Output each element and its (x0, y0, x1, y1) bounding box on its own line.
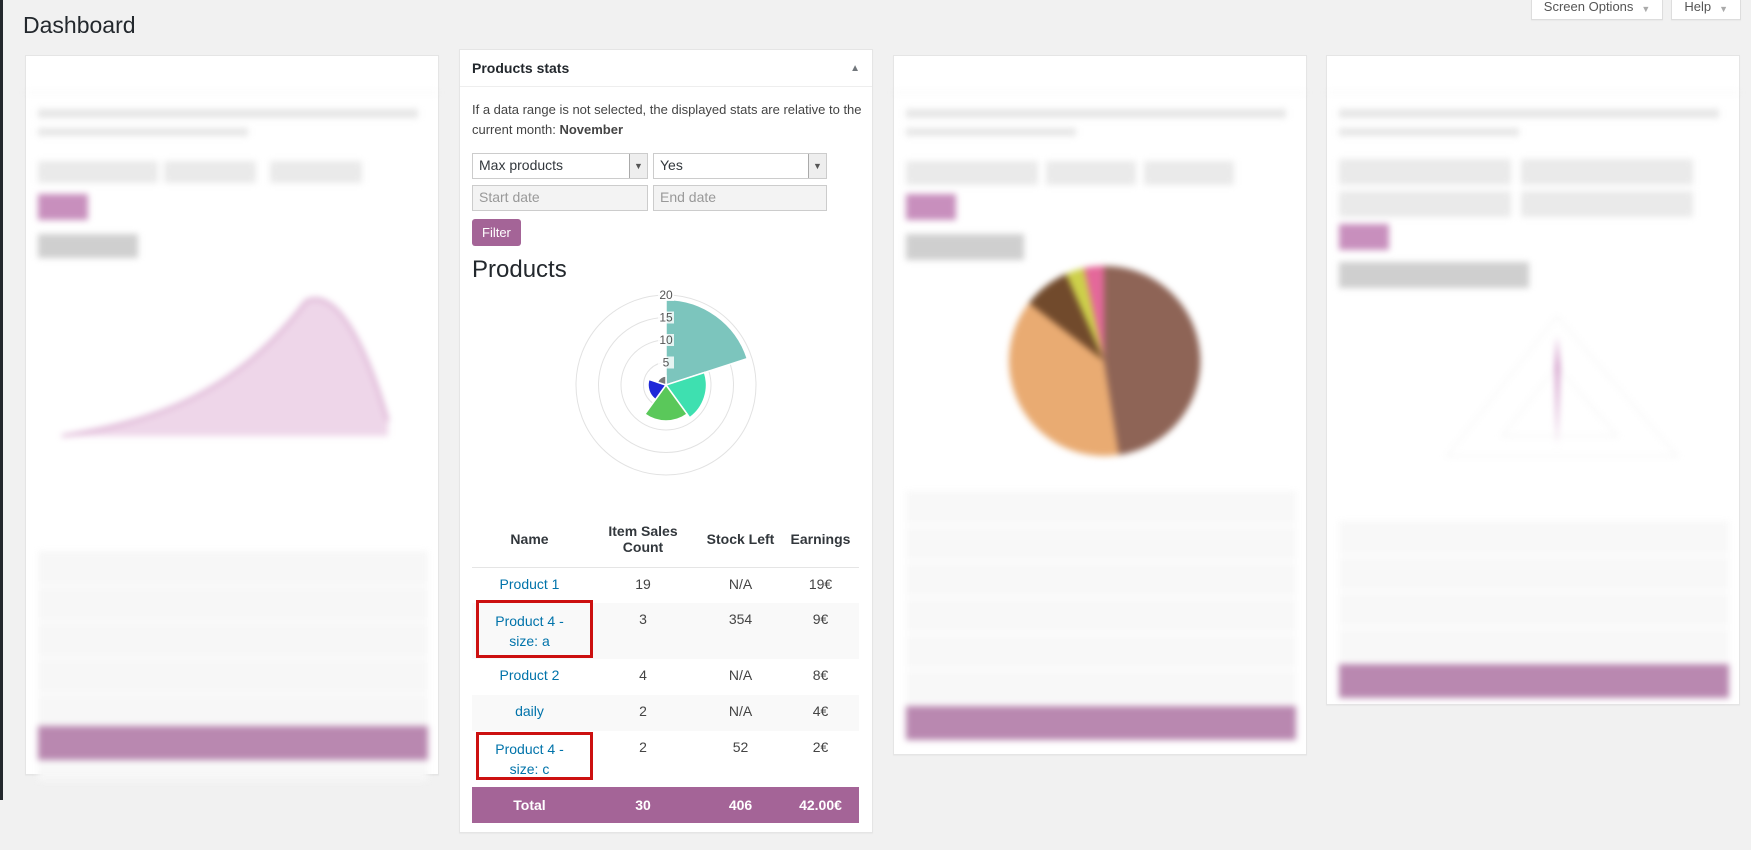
sales-cell: 3 (587, 603, 699, 659)
stock-cell: N/A (728, 667, 753, 683)
blurred-content (894, 56, 1306, 754)
polar-tick-label: 5 (663, 356, 670, 370)
earnings-cell: 9€ (782, 603, 859, 659)
filter-button[interactable]: Filter (472, 219, 521, 246)
col-stock: Stock Left (699, 511, 782, 568)
earnings-cell: 19€ (808, 575, 833, 592)
screen-options-label: Screen Options (1543, 0, 1634, 14)
end-date-input[interactable]: End date (653, 185, 827, 211)
date-range-note: If a data range is not selected, the dis… (472, 100, 862, 140)
stock-cell: N/A (699, 695, 782, 731)
polar-segment (664, 371, 708, 419)
stock-cell: N/A (728, 575, 753, 592)
stock-cell: 52 (732, 739, 749, 755)
table-total-row: Total 30 406 42.00€ (472, 787, 859, 823)
total-earnings: 42.00€ (782, 787, 859, 823)
note-text: If a data range is not selected, the dis… (472, 102, 862, 137)
help-button[interactable]: Help ▼ (1671, 0, 1741, 20)
geographical-widget-blurred (1326, 55, 1740, 705)
table-row: daily 2 N/A 4€ (472, 695, 859, 731)
chevron-down-icon: ▼ (808, 154, 826, 178)
product-link[interactable]: daily (515, 703, 544, 719)
screen-options-button[interactable]: Screen Options ▼ (1530, 0, 1664, 20)
table-row: Product 2 4 N/A 8€ (472, 659, 859, 695)
polar-tick-label: 15 (659, 311, 673, 325)
widget-title: Products stats (472, 60, 570, 76)
table-header-row: Name Item Sales Count Stock Left Earning… (472, 511, 859, 568)
caret-down-icon: ▼ (1641, 4, 1651, 14)
tick-label-bg (658, 356, 674, 369)
col-earnings: Earnings (782, 511, 859, 568)
polar-segment (647, 378, 668, 401)
earnings-cell: 4€ (782, 695, 859, 731)
polar-segment (656, 375, 667, 387)
col-name: Name (472, 511, 587, 568)
earnings-cell: 2€ (812, 739, 829, 755)
earnings-cell: 8€ (812, 667, 829, 683)
note-month: November (559, 122, 624, 137)
polar-tick-label: 10 (659, 333, 673, 347)
polar-segment (643, 383, 689, 422)
total-label: Total (472, 787, 587, 823)
widget-header: Products stats ▲ (460, 50, 872, 87)
sales-cell: 2 (587, 695, 699, 731)
sales-cell: 19 (635, 575, 651, 592)
polar-tick-label: 20 (659, 288, 673, 302)
table-row: Product 1 19 N/A 19€ (472, 567, 859, 603)
products-limit-select[interactable]: Max products ▼ (472, 153, 648, 179)
collapse-toggle-icon[interactable]: ▲ (850, 62, 860, 74)
products-limit-value: Max products (479, 157, 564, 173)
table-row: Product 4 - size: c 2 52 2€ (472, 731, 859, 787)
chevron-down-icon: ▼ (629, 154, 647, 178)
product-link[interactable]: Product 2 (499, 667, 560, 683)
sales-cell: 2 (639, 739, 647, 755)
polar-segment (665, 298, 749, 387)
start-date-input[interactable]: Start date (472, 185, 648, 211)
blurred-content (1327, 56, 1739, 704)
page-title: Dashboard (23, 12, 136, 38)
product-link[interactable]: Product 4 - size: a (495, 613, 564, 649)
blurred-content (26, 56, 438, 781)
tick-label-bg (658, 289, 674, 301)
customers-widget-blurred (893, 55, 1307, 755)
total-stock: 406 (699, 787, 782, 823)
earnings-widget-blurred (25, 55, 439, 781)
product-link[interactable]: Product 4 - size: c (495, 741, 564, 777)
stock-select[interactable]: Yes ▼ (653, 153, 827, 179)
caret-down-icon: ▼ (1719, 4, 1728, 14)
chart-heading: Products (472, 256, 567, 283)
stock-cell: 354 (699, 603, 782, 659)
tick-label-bg (658, 334, 674, 346)
products-polar-chart: 5 10 15 20 (575, 288, 757, 476)
tick-label-bg (658, 311, 674, 324)
col-sales: Item Sales Count (587, 511, 699, 568)
stock-value: Yes (660, 157, 683, 173)
products-stats-widget: Products stats ▲ If a data range is not … (459, 49, 873, 833)
admin-sidebar-edge (0, 0, 3, 800)
sales-cell: 4 (639, 667, 647, 683)
table-row: Product 4 - size: a 3 354 9€ (472, 603, 859, 659)
products-table: Name Item Sales Count Stock Left Earning… (472, 511, 859, 823)
total-sales: 30 (587, 787, 699, 823)
product-link[interactable]: Product 1 (499, 575, 560, 592)
help-label: Help (1684, 0, 1712, 14)
screen-meta-links: Screen Options ▼ Help ▼ (1530, 0, 1741, 20)
